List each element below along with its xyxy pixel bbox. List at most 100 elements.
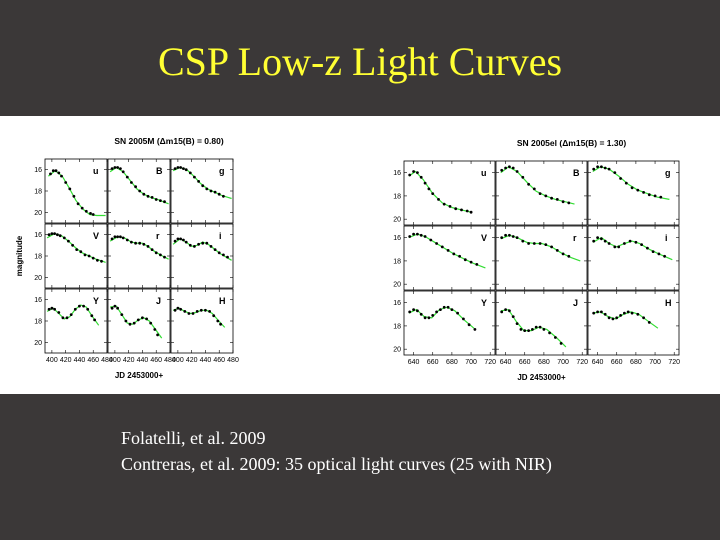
data-point [50,306,54,310]
band-label: B [156,166,163,176]
data-point [179,307,183,311]
data-point [531,328,534,331]
x-tick-label: 400 [172,357,184,364]
data-point [134,241,138,245]
chart-title: SN 2005el (Δm15(B) = 1.30) [517,138,627,148]
y-tick-label: 18 [393,323,401,330]
x-tick-label: 640 [408,359,420,366]
panel-frame [403,225,496,291]
data-point [84,209,88,213]
data-point [179,237,183,241]
band-label: g [665,168,671,178]
data-point [419,233,423,237]
caption-line-1: Folatelli, et al. 2009 [121,428,266,448]
data-point [623,242,626,245]
data-point [201,184,205,188]
data-point [76,202,80,206]
x-tick-label: 440 [137,357,149,364]
chart-0: SN 2005M (Δm15(B) = 0.80) JD 2453000+ magn… [15,136,239,380]
band-label: r [573,233,577,243]
data-point [184,240,188,244]
data-point [146,245,150,248]
data-point [199,308,203,312]
x-tick-label: 400 [46,357,58,364]
data-point [596,310,599,314]
data-point [469,210,473,214]
data-point [60,174,63,178]
data-point [65,316,69,320]
data-point [559,342,563,345]
data-point [613,171,617,174]
data-point [68,187,72,191]
data-point [504,233,507,237]
x-tick-label: 480 [101,357,113,364]
data-point [89,212,92,215]
data-point [600,310,603,314]
data-point [626,310,630,314]
data-point [600,237,603,241]
fit-curve [592,166,670,200]
data-point [159,253,162,257]
data-point [149,321,153,325]
data-point [90,314,94,318]
data-point [442,305,446,309]
data-point [91,256,95,260]
data-point [182,167,185,170]
panel-r: r [107,223,171,289]
data-point [156,333,160,337]
data-point [446,249,450,252]
data-point [163,200,166,204]
data-point [182,238,185,242]
data-point [607,316,611,320]
data-point [204,308,207,312]
data-point [567,254,571,258]
data-point [125,238,129,242]
data-point [458,254,461,258]
data-point [534,325,538,329]
panel-u: 16 18 20 u [393,160,496,226]
data-point [515,236,519,239]
data-point [209,189,213,193]
data-point [195,310,199,313]
data-point [78,304,81,308]
y-tick-label: 16 [34,297,42,304]
data-point [51,169,55,173]
data-point [142,192,146,196]
x-tick-label: 440 [74,357,86,364]
data-point [527,182,530,186]
band-label: i [665,233,668,243]
y-tick-label: 18 [393,193,401,200]
data-point [183,310,187,313]
data-point [423,235,427,238]
data-point [80,206,84,210]
data-point [567,201,571,205]
data-point [419,312,423,316]
panel-Y: 16 18 20 640 660 680 700 720 Y [393,290,496,366]
data-point [508,309,511,313]
data-point [91,213,95,216]
band-label: J [573,298,578,308]
panel-H: 400 420 440 460 480 H [170,288,239,364]
data-point [596,236,599,239]
data-point [119,235,122,239]
panel-J: 640 660 680 700 720 J [495,290,588,366]
data-point [138,189,142,193]
data-point [521,175,525,179]
data-point [527,329,530,332]
data-point [217,192,221,196]
data-point [416,309,419,313]
x-tick-label: 640 [592,359,604,366]
x-tick-label: 640 [500,359,512,366]
data-point [440,245,444,249]
data-point [628,239,632,243]
y-tick-label: 20 [393,347,401,354]
data-point [67,239,70,243]
data-point [72,194,76,198]
data-point [154,251,158,255]
data-point [515,170,519,173]
data-point [226,255,229,259]
panel-frame [495,160,588,226]
panel-r: r [495,225,588,291]
data-point [100,259,103,263]
data-point [538,325,542,329]
